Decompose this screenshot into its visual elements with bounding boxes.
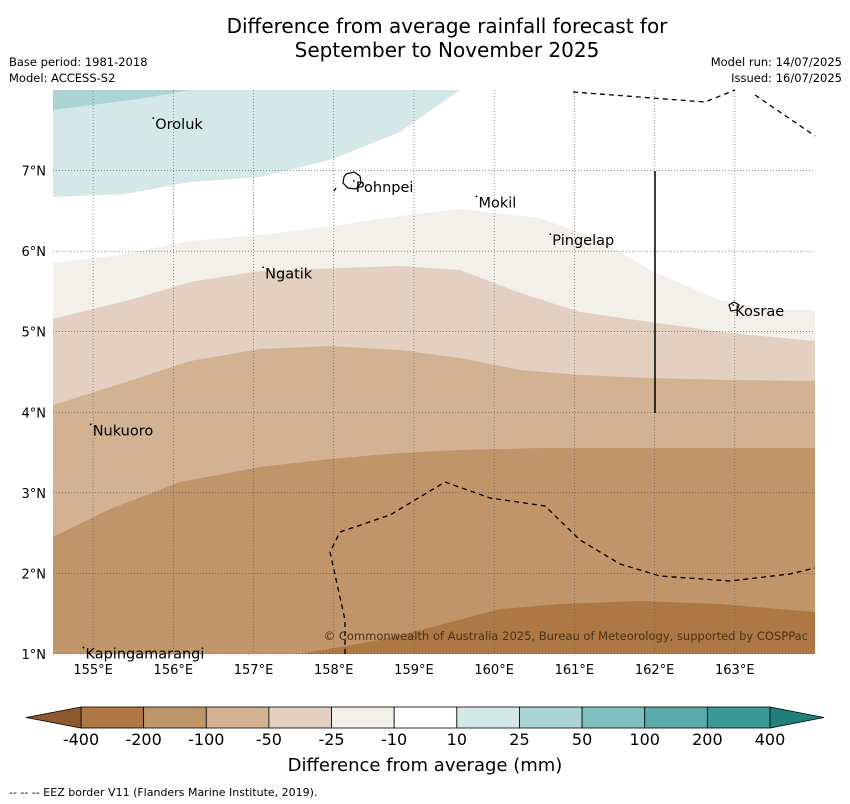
colorbar-tick-label: -10	[381, 730, 408, 749]
colorbar-tick-label: 25	[509, 730, 530, 749]
lon-tick-label: 160°E	[474, 663, 514, 678]
issued-date: Issued: 16/07/2025	[731, 71, 842, 85]
base-period: Base period: 1981-2018	[9, 55, 148, 69]
colorbar-segment	[393, 706, 458, 729]
band-minus200-minus400	[300, 601, 815, 654]
lon-tick-label: 158°E	[314, 663, 354, 678]
meta-left: Base period: 1981-2018 Model: ACCESS-S2	[9, 54, 148, 86]
lat-tick-label: 4°N	[22, 406, 47, 421]
colorbar-segment	[268, 706, 332, 729]
eez-border-north	[572, 89, 816, 137]
island-label: Kosrae	[735, 304, 784, 320]
gridlines	[53, 90, 815, 655]
island-marker	[152, 117, 155, 120]
island-marker	[352, 180, 355, 182]
colorbar-tick-label: -50	[255, 730, 282, 749]
island-marker	[262, 266, 265, 269]
island-label: Nukuoro	[93, 423, 154, 439]
colorbar-segment	[706, 706, 771, 729]
colorbar-segment	[331, 706, 395, 729]
colorbar-tick-label: 10	[446, 730, 467, 749]
title-line-1: Difference from average rainfall forecas…	[226, 14, 668, 38]
island-marker	[549, 233, 552, 236]
meta-right: Model run: 14/07/2025 Issued: 16/07/2025	[711, 54, 842, 86]
pohnpei-island	[333, 171, 740, 312]
pohnpei-island-shape	[342, 171, 362, 190]
colorbar	[25, 706, 825, 729]
colorbar-segment	[205, 706, 270, 729]
island-label: Mokil	[479, 195, 517, 211]
island-label: Pingelap	[552, 233, 614, 249]
lon-tick-label: 157°E	[234, 663, 274, 678]
lat-tick-label: 1°N	[22, 648, 47, 663]
lon-tick-label: 163°E	[715, 663, 755, 678]
band-25-50	[53, 90, 190, 110]
colorbar-tick-label: 50	[571, 730, 593, 749]
colorbar-tick-label: -25	[318, 730, 345, 749]
title-line-2: September to November 2025	[294, 38, 600, 62]
colorbar-segment	[644, 706, 708, 729]
island-label: Kapingamarangi	[85, 647, 204, 663]
colorbar-arrow-high	[769, 706, 825, 729]
eez-border-south	[329, 481, 816, 654]
island-labels: Oroluk Pohnpei Mokil Pingelap Ngatik Kosrae Nu…	[82, 117, 784, 663]
colorbar-title: Difference from average (mm)	[287, 755, 563, 776]
model-name: Model: ACCESS-S2	[9, 71, 116, 85]
colorbar-segment	[80, 706, 145, 729]
eez-footnote: -- -- -- EEZ border V11 (Flanders Marine…	[9, 786, 318, 799]
island-label: Oroluk	[155, 117, 203, 133]
lat-tick-label: 6°N	[22, 245, 47, 260]
colorbar-segment	[143, 706, 207, 729]
colorbar-tick-label: 400	[754, 730, 786, 749]
ant-atoll-mark	[333, 187, 337, 192]
colorbar-tick-label: -400	[62, 730, 100, 749]
island-label: Pohnpei	[356, 180, 414, 196]
eez-borders	[329, 89, 816, 654]
copyright-text: © Commonwealth of Australia 2025, Bureau…	[324, 629, 808, 643]
island-marker	[82, 646, 85, 649]
band-10-25	[53, 90, 460, 197]
lon-tick-label: 155°E	[73, 663, 113, 678]
island-marker	[475, 195, 478, 198]
colorbar-tick-label: -200	[125, 730, 162, 749]
lon-tick-label: 161°E	[555, 663, 595, 678]
colorbar-segment	[581, 706, 646, 729]
lat-tick-label: 2°N	[22, 567, 47, 582]
lat-tick-label: 5°N	[22, 326, 47, 341]
colorbar-tick-label: 200	[692, 730, 723, 749]
rainfall-contours	[53, 90, 815, 654]
island-marker	[732, 304, 735, 307]
axis-labels: 155°E 156°E 157°E 158°E 159°E 160°E 161°E 162°E…	[22, 165, 755, 678]
lat-tick-label: 3°N	[22, 487, 47, 502]
colorbar-tick-label: 100	[629, 730, 660, 749]
colorbar-arrow-low	[25, 706, 82, 729]
lon-tick-label: 159°E	[394, 663, 434, 678]
island-label: Ngatik	[265, 266, 313, 282]
model-run: Model run: 14/07/2025	[710, 55, 842, 69]
island-marker	[89, 423, 92, 426]
lon-tick-label: 162°E	[635, 663, 675, 678]
colorbar-tick-label: -100	[188, 730, 225, 749]
lon-tick-label: 156°E	[154, 663, 194, 678]
kosrae-island-shape	[728, 301, 740, 312]
colorbar-segment	[519, 706, 583, 729]
colorbar-segment	[456, 706, 520, 729]
chart-title: Difference from average rainfall forecas…	[0, 14, 850, 62]
lat-tick-label: 7°N	[22, 165, 47, 180]
